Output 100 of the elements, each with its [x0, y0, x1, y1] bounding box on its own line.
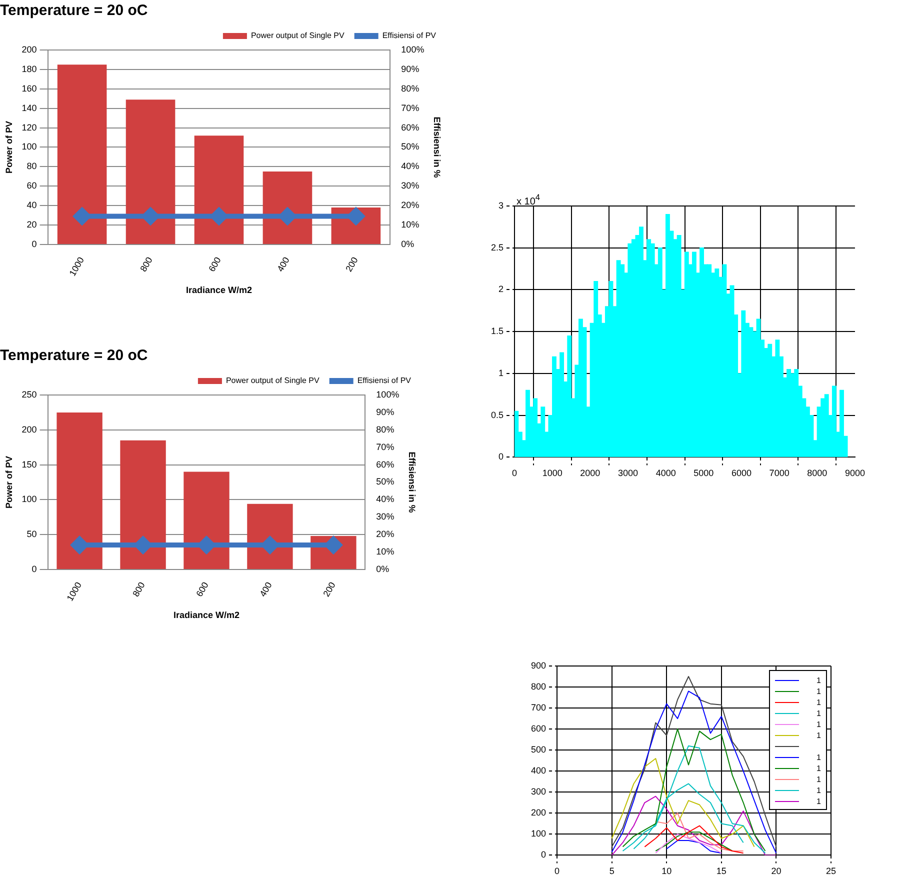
x-tick-label: 1000 — [542, 468, 562, 478]
bar — [741, 310, 746, 458]
y2-tick-label: 50% — [376, 476, 394, 487]
y-tick-label: 80 — [26, 161, 37, 172]
y-tick-label: 250 — [22, 389, 37, 400]
legend-label: 1 — [816, 708, 821, 719]
bar — [552, 356, 556, 458]
x-tick-label: 2000 — [580, 468, 600, 478]
y-tick-label: 100 — [22, 142, 37, 152]
y-tick-label: 1.5 — [490, 326, 504, 336]
bar — [820, 398, 826, 458]
bar — [646, 239, 652, 458]
legend-label: 1 — [816, 796, 821, 807]
x-tick-label: 800 — [138, 255, 154, 274]
x-tick-label: 0 — [554, 866, 560, 876]
bar — [56, 412, 102, 569]
x-tick-label: 5 — [609, 866, 614, 876]
legend-label: 1 — [816, 752, 821, 763]
bar — [567, 335, 572, 458]
y-tick-label: 2.5 — [490, 242, 504, 252]
y2-tick-label: 0% — [401, 238, 414, 249]
x-tick-label: 800 — [130, 580, 147, 598]
y2-tick-label: 20% — [376, 529, 394, 540]
chart-title: Temperature = 20 oC — [0, 2, 148, 20]
bar — [533, 398, 538, 458]
bar — [594, 281, 598, 458]
y-tick-label: 900 — [530, 660, 546, 670]
x-tick-label: 200 — [321, 580, 338, 598]
bar — [628, 243, 632, 458]
y2-tick-label: 100% — [401, 44, 424, 54]
x-tick-label: 600 — [206, 255, 223, 274]
x-tick-label: 20 — [771, 866, 782, 876]
bar — [120, 440, 166, 569]
legend-label: 1 — [816, 763, 821, 774]
y-tick-label: 200 — [22, 424, 37, 434]
y-tick-label: 300 — [530, 786, 546, 797]
chart-title: Temperature = 20 oC — [0, 347, 148, 364]
bar — [620, 264, 625, 458]
x-tick-label: 25 — [826, 866, 836, 876]
y-tick-label: 0 — [498, 452, 504, 462]
x-axis-title: Iradiance W/m2 — [186, 285, 252, 296]
legend-label: Power output of Single PV — [250, 31, 346, 40]
y2-tick-label: 0% — [376, 564, 390, 574]
y-tick-label: 800 — [530, 682, 546, 692]
y-tick-label: 700 — [530, 702, 546, 713]
y2-tick-label: 80% — [401, 83, 420, 94]
y2-tick-label: 90% — [401, 64, 420, 74]
y2-tick-label: 20% — [401, 200, 420, 210]
bar — [639, 226, 644, 458]
x-tick-label: 4000 — [656, 468, 676, 478]
legend-label: 1 — [816, 785, 821, 796]
bar — [714, 268, 720, 458]
x-axis-title: Iradiance W/m2 — [173, 610, 240, 620]
bar — [578, 318, 583, 458]
x-tick-label: 5000 — [694, 468, 714, 478]
bar — [666, 214, 670, 458]
legend-label: Power output of Single PV — [226, 376, 320, 386]
bar — [194, 136, 244, 244]
bar — [748, 327, 754, 458]
bar — [560, 352, 564, 458]
y2-tick-label: 10% — [376, 546, 394, 556]
x-tick-label: 7000 — [769, 468, 790, 478]
y-tick-label: 60 — [26, 180, 37, 191]
bar — [768, 344, 772, 458]
bar — [794, 368, 799, 458]
bar — [786, 368, 792, 458]
bar — [184, 472, 230, 569]
x-tick-label: 8000 — [807, 468, 828, 478]
y2-tick-label: 50% — [401, 142, 420, 152]
bar — [840, 390, 844, 458]
y2-tick-label: 30% — [401, 180, 420, 191]
y-tick-label: 140 — [22, 102, 37, 113]
x-tick-label: 10 — [662, 866, 672, 876]
y2-tick-label: 90% — [376, 406, 394, 417]
x-tick-label: 3000 — [618, 468, 638, 478]
bar — [57, 64, 107, 244]
y-tick-label: 40 — [26, 200, 37, 210]
y2-tick-label: 80% — [376, 424, 394, 434]
x-tick-label: 6000 — [731, 468, 752, 478]
bar — [700, 248, 704, 458]
bar — [832, 386, 836, 458]
y2-tick-label: 70% — [401, 102, 420, 113]
x-tick-label: 9000 — [844, 468, 866, 478]
y-tick-label: 120 — [22, 122, 37, 132]
legend-label: 1 — [816, 686, 821, 697]
legend-label: 1 — [816, 675, 821, 686]
annotation: x 10$^{4}$ — [516, 192, 540, 208]
x-tick-label: 400 — [258, 580, 274, 598]
y-tick-label: 3 — [498, 200, 504, 210]
y2-tick-label: 30% — [376, 512, 394, 522]
legend-label: 1 — [816, 774, 821, 785]
legend-label: 1 — [816, 697, 821, 708]
y-tick-label: 50 — [26, 529, 37, 540]
y-axis-title: Power of PV — [4, 456, 14, 508]
x-tick-label: 400 — [275, 255, 292, 274]
y2-axis-title: Effisiensi in % — [407, 452, 418, 513]
bar — [540, 406, 546, 458]
y-tick-label: 180 — [22, 64, 37, 74]
legend-label: 1 — [816, 719, 821, 730]
y2-tick-label: 60% — [376, 459, 394, 470]
